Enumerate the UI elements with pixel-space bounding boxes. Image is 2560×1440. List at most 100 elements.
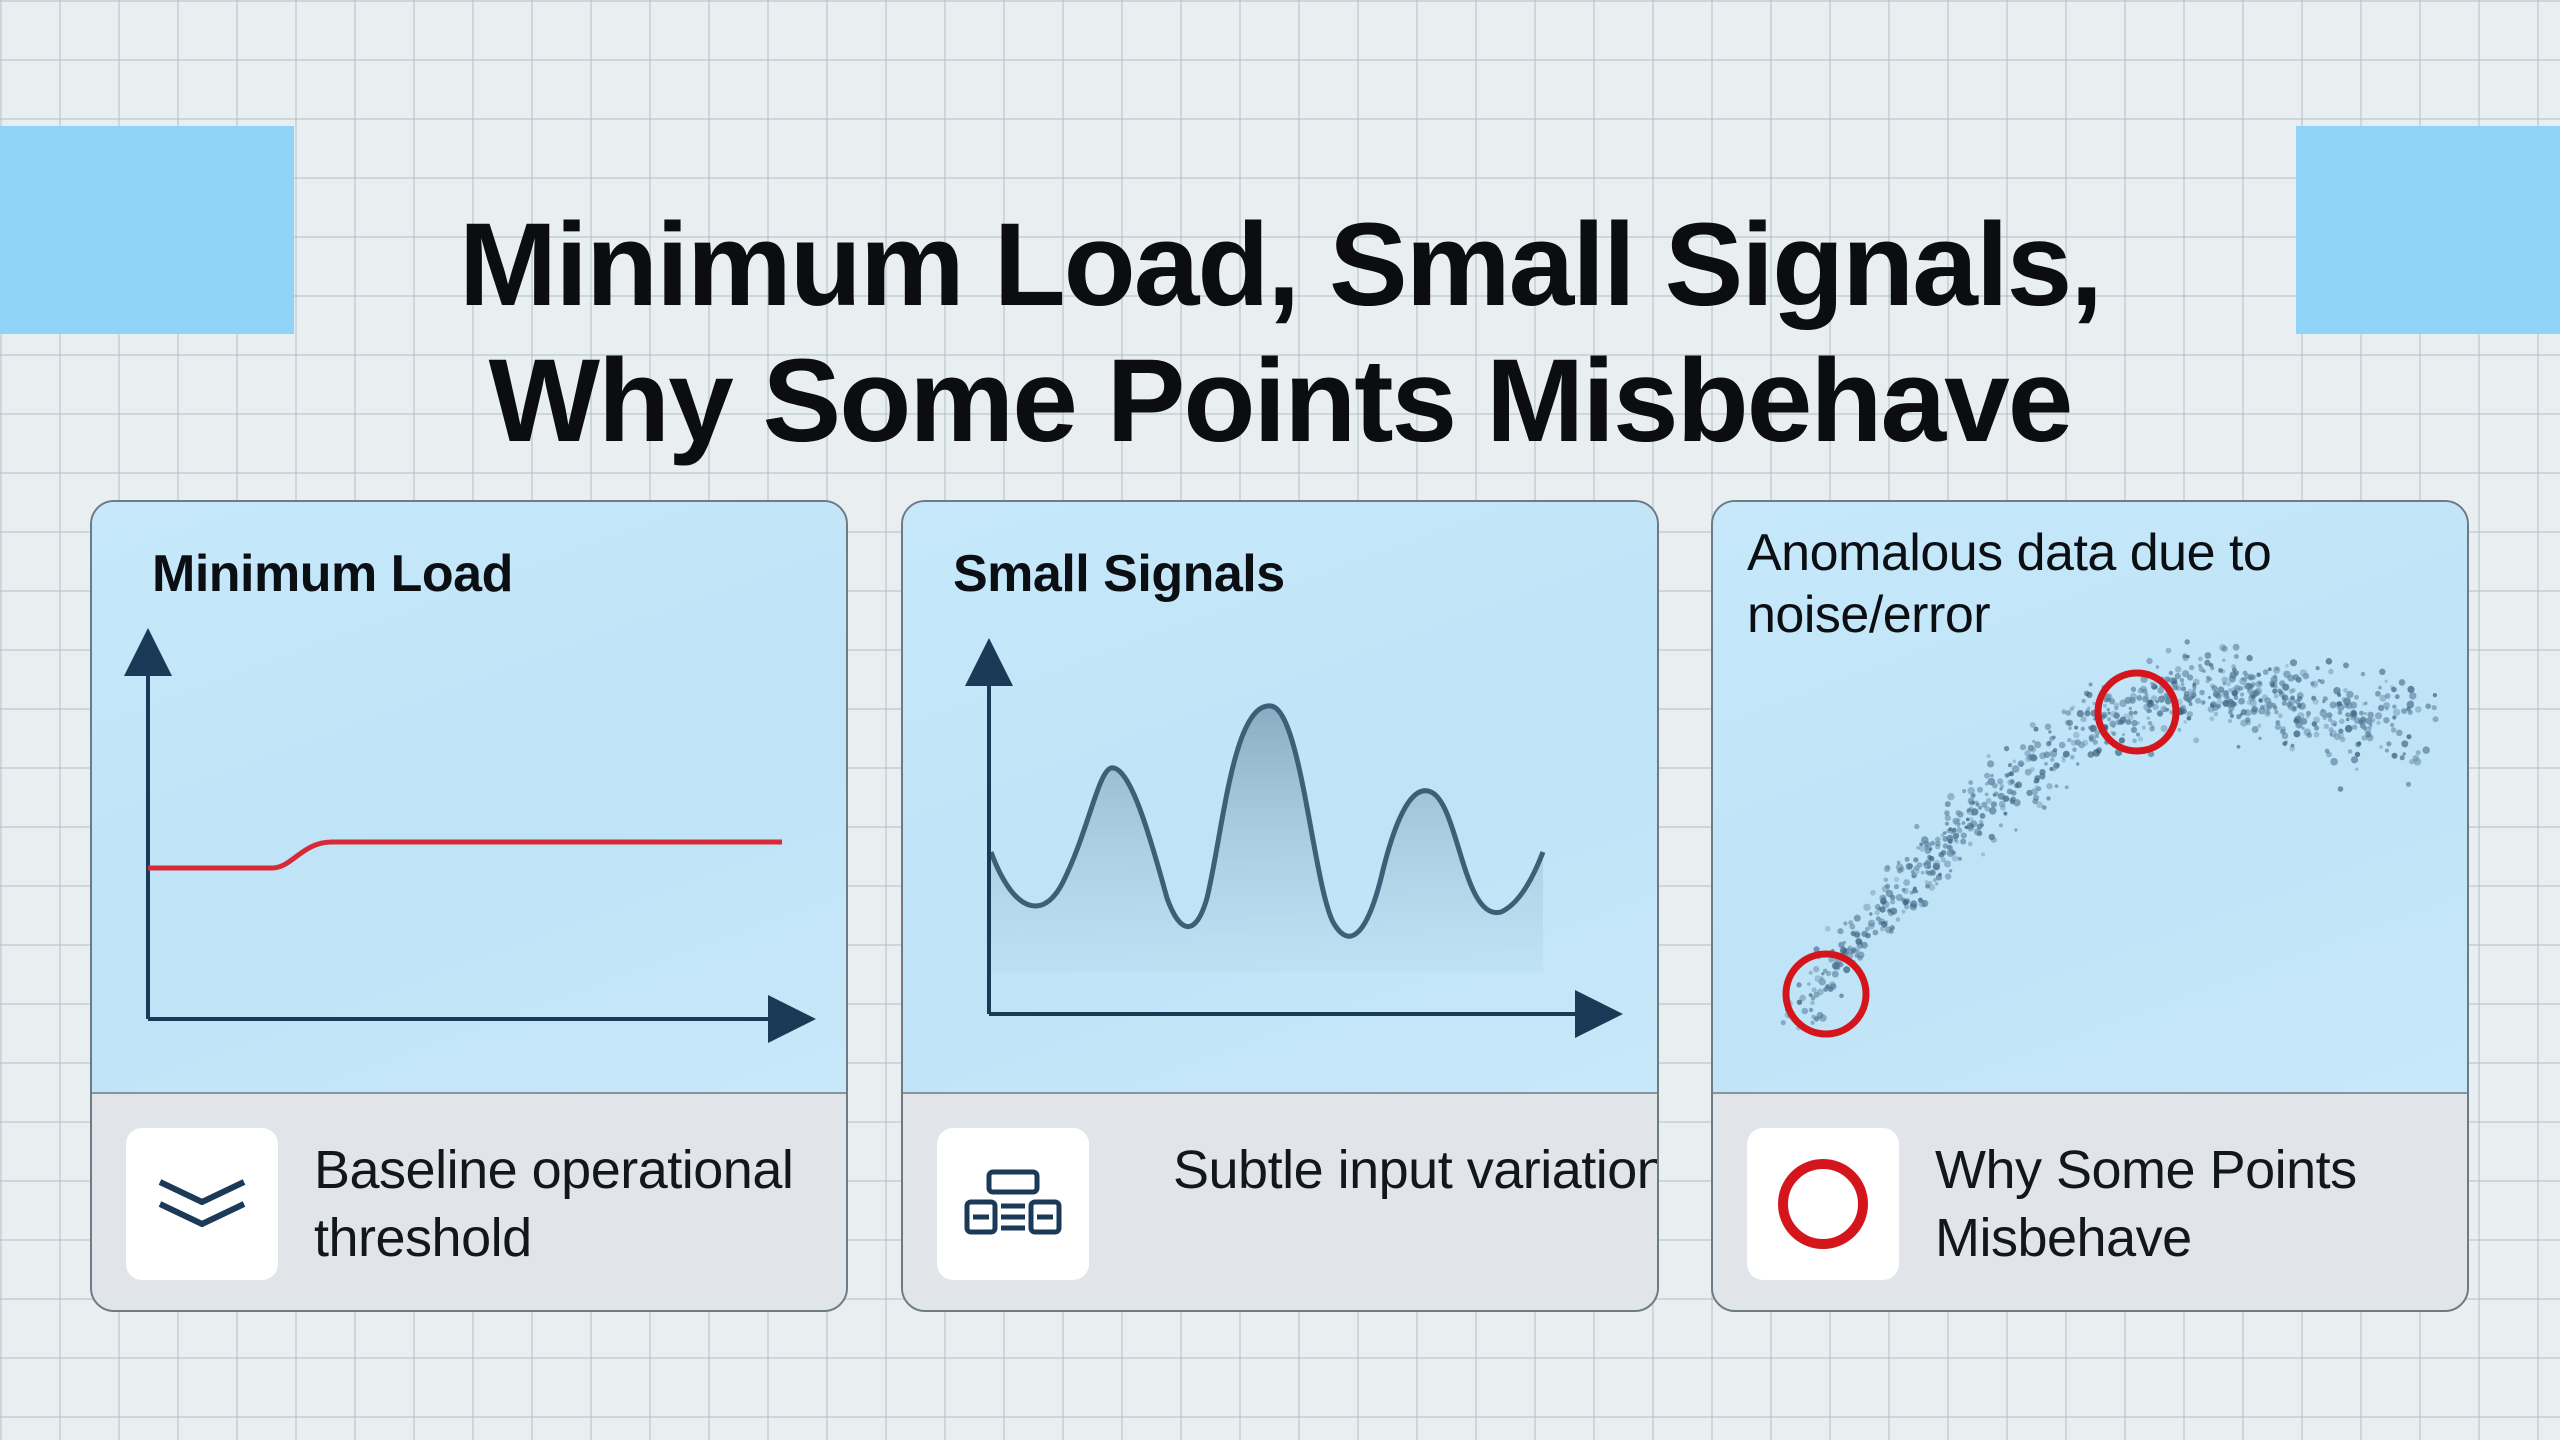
scatter-point xyxy=(2110,710,2118,718)
scatter-point xyxy=(2048,730,2052,734)
scatter-point xyxy=(2258,736,2262,740)
scatter-point xyxy=(2255,680,2263,688)
scatter-point xyxy=(1926,870,1932,876)
scatter-point xyxy=(2092,749,2101,757)
scatter-point xyxy=(2259,704,2265,710)
scatter-point xyxy=(2009,771,2014,777)
scatter-point xyxy=(2333,723,2337,727)
scatter-point xyxy=(1952,817,1959,825)
scatter-point xyxy=(2070,739,2077,746)
scatter-point xyxy=(1895,917,1901,922)
scatter-point xyxy=(2377,704,2385,712)
scatter-point xyxy=(1807,982,1811,986)
scatter-point xyxy=(1979,813,1986,819)
scatter-point xyxy=(2182,653,2188,659)
scatter-point xyxy=(2049,736,2055,742)
scatter-point xyxy=(2143,694,2150,701)
scatter-point xyxy=(1990,801,1997,808)
scatter-point xyxy=(1843,966,1851,974)
scatter-point xyxy=(1962,789,1967,794)
scatter-point xyxy=(1897,867,1903,874)
scatter-point xyxy=(2221,645,2228,652)
scatter-point xyxy=(1942,836,1949,842)
scatter-point xyxy=(2296,692,2304,699)
scatter-point xyxy=(2027,744,2035,752)
scatter-point xyxy=(2101,711,2108,719)
scatter-point xyxy=(1911,872,1918,879)
scatter-point xyxy=(1988,833,1995,841)
scatter-point xyxy=(1988,807,1997,815)
scatter-point xyxy=(1950,830,1955,835)
scatter-point xyxy=(1903,879,1910,886)
scatter-point xyxy=(2118,737,2125,744)
scatter-point xyxy=(2293,718,2300,724)
scatter-point xyxy=(2270,682,2276,687)
scatter-point xyxy=(2320,708,2325,713)
scatter-point xyxy=(2212,690,2220,698)
scatter-point xyxy=(1997,778,2004,785)
scatter-point xyxy=(2310,680,2319,688)
scatter-point xyxy=(1984,792,1989,797)
scatter-point xyxy=(2019,744,2027,751)
scatter-point xyxy=(2368,722,2373,727)
card-illustration: Minimum Load xyxy=(92,502,846,1094)
scatter-point xyxy=(2390,727,2397,733)
scatter-point xyxy=(1921,836,1929,844)
scatter-point xyxy=(1942,843,1949,849)
scatter-point xyxy=(1978,806,1982,810)
scatter-point xyxy=(2164,698,2172,705)
scatter-point xyxy=(1945,821,1949,826)
scatter-point xyxy=(1928,847,1933,851)
scatter-point xyxy=(2137,687,2144,694)
scatter-point xyxy=(1869,912,1873,916)
scatter-point xyxy=(2399,755,2405,761)
scatter-point xyxy=(2383,717,2390,724)
scatter-point xyxy=(2066,719,2074,727)
scatter-point xyxy=(2277,713,2283,719)
scatter-point xyxy=(2094,730,2100,736)
scatter-point xyxy=(2303,728,2311,736)
wave-diagram xyxy=(965,638,1623,1038)
scatter-point xyxy=(2187,674,2194,681)
scatter-point xyxy=(2275,720,2281,726)
scatter-point xyxy=(2310,681,2315,686)
scatter-point xyxy=(2364,701,2368,705)
scatter-point xyxy=(1957,856,1962,861)
scatter-point xyxy=(2367,711,2374,719)
scatter-point xyxy=(2359,722,2366,729)
scatter-point xyxy=(1861,930,1867,936)
scatter-point xyxy=(2409,692,2417,700)
scatter-point xyxy=(2338,728,2343,733)
scatter-point xyxy=(2191,692,2197,698)
scatter-point xyxy=(1836,966,1841,971)
scatter-point xyxy=(2102,703,2107,708)
scatter-point xyxy=(1986,754,1991,758)
scatter-point xyxy=(2375,690,2381,697)
scatter-points xyxy=(1780,639,2439,1031)
scatter-point xyxy=(2130,686,2137,692)
scatter-point xyxy=(2392,704,2397,709)
scatter-point xyxy=(2107,711,2111,715)
scatter-point xyxy=(2336,692,2341,697)
scatter-point xyxy=(2236,744,2241,749)
scatter-point xyxy=(2192,688,2196,693)
scatter-point xyxy=(1904,898,1911,904)
scatter-point xyxy=(1947,792,1955,801)
scatter-point xyxy=(2286,701,2293,708)
scatter-point xyxy=(2232,701,2238,707)
scatter-point xyxy=(1911,888,1917,894)
scatter-point xyxy=(2324,713,2329,718)
scatter-point xyxy=(2364,726,2372,734)
scatter-point xyxy=(2267,701,2274,709)
scatter-point xyxy=(1935,841,1941,847)
scatter-point xyxy=(2175,685,2182,691)
scatter-point xyxy=(2222,658,2226,662)
scatter-point xyxy=(1912,867,1920,875)
scatter-point xyxy=(1831,970,1839,978)
scatter-point xyxy=(2193,737,2200,744)
scatter-point xyxy=(2150,695,2158,702)
wave-line xyxy=(988,703,1546,939)
scatter-point xyxy=(2374,712,2383,720)
scatter-point xyxy=(2350,701,2358,709)
accent-block-right xyxy=(2296,126,2560,334)
